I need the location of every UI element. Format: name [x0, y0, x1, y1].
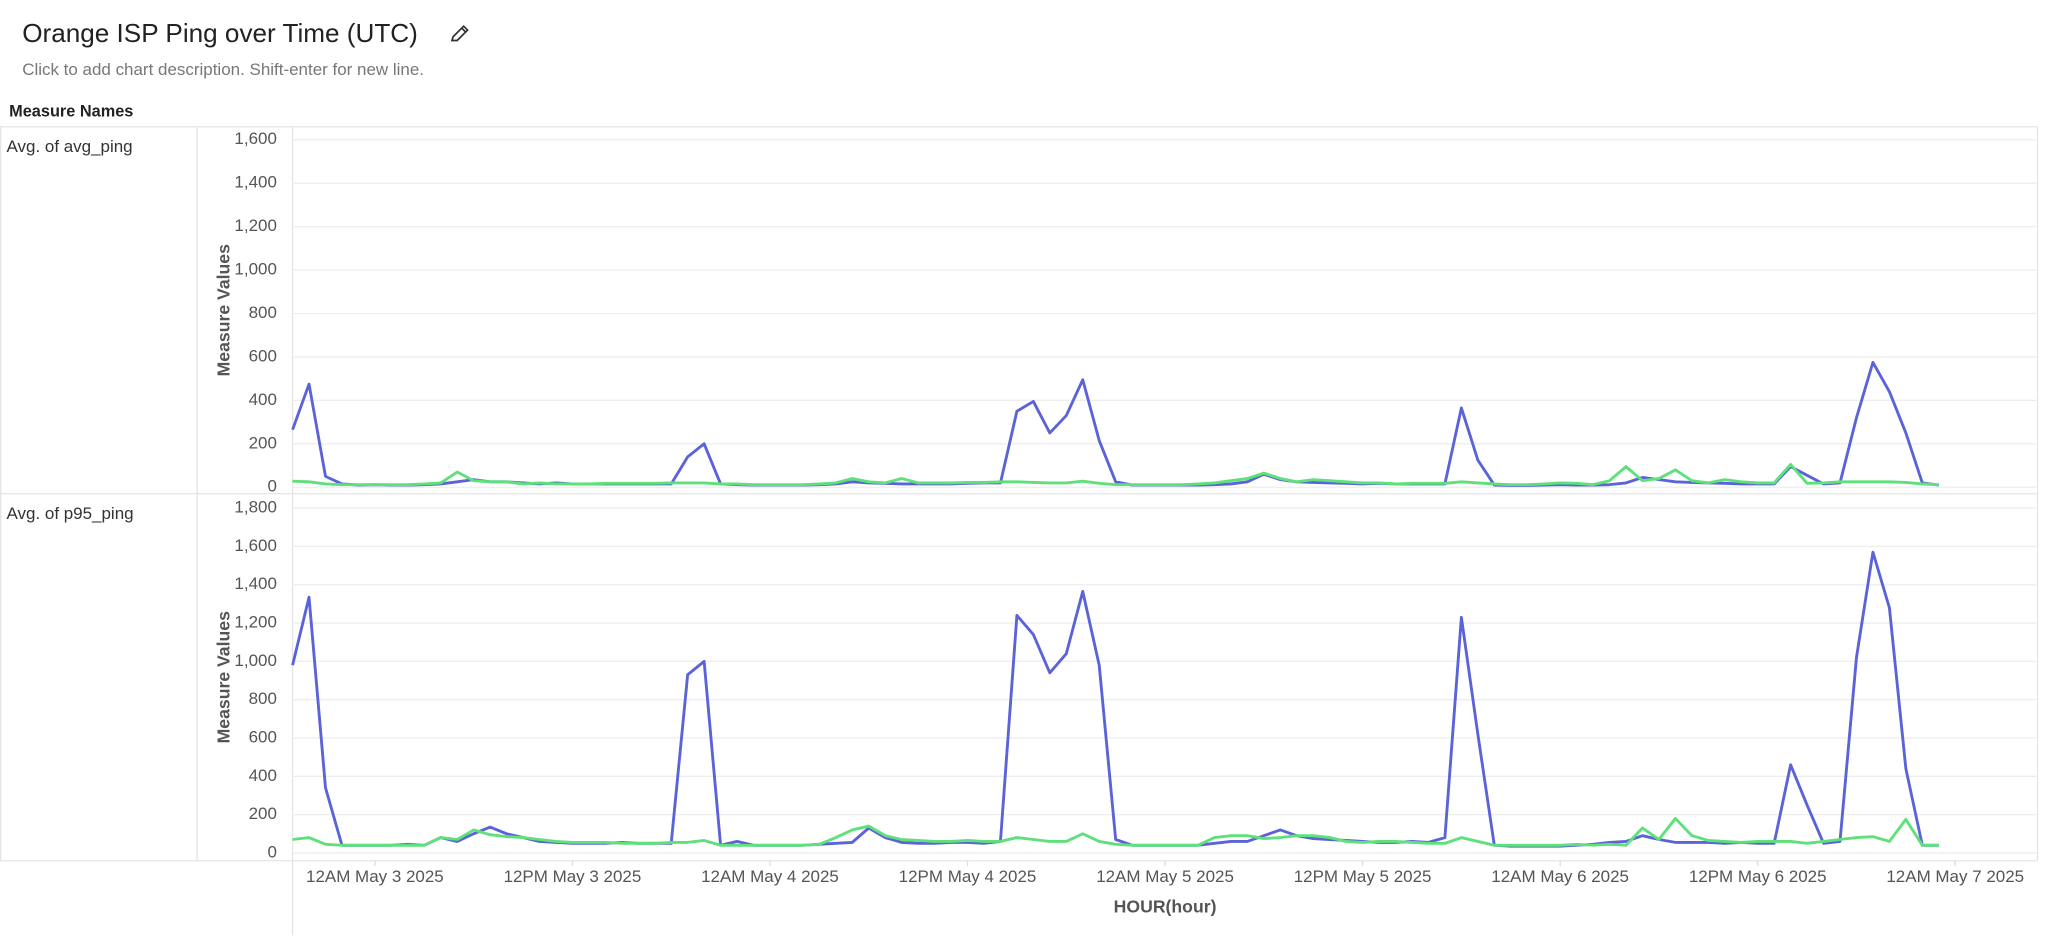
y-tick-label: 200: [249, 433, 277, 452]
x-tick-label: 12AM May 7 2025: [1886, 867, 2024, 886]
y-tick-label: 400: [249, 766, 277, 785]
y-tick-label: 600: [249, 346, 277, 365]
y-tick-label: 0: [267, 477, 276, 496]
y-tick-label: 1,400: [234, 574, 276, 593]
series-line: [292, 462, 1939, 487]
facet-header: Measure Names: [9, 103, 133, 121]
y-tick-label: 1,200: [234, 216, 276, 235]
x-tick-label: 12PM May 6 2025: [1689, 867, 1827, 886]
y-tick-label: 1,000: [234, 651, 276, 670]
x-tick-label: 12AM May 4 2025: [701, 867, 839, 886]
x-tick-label: 12PM May 5 2025: [1294, 867, 1432, 886]
x-tick-label: 12AM May 6 2025: [1491, 867, 1629, 886]
y-tick-label: 800: [249, 689, 277, 708]
x-axis-title: HOUR(hour): [1114, 896, 1217, 916]
y-tick-label: 1,200: [234, 613, 276, 632]
y-axis-title: Measure Values: [213, 611, 233, 743]
y-tick-label: 1,000: [234, 260, 276, 279]
row-label: Avg. of avg_ping: [7, 137, 133, 156]
chart-title: Orange ISP Ping over Time (UTC): [22, 18, 418, 48]
chart-description[interactable]: Click to add chart description. Shift-en…: [22, 60, 424, 79]
series-line: [291, 360, 1939, 487]
y-tick-label: 1,800: [234, 498, 276, 517]
y-tick-label: 1,600: [234, 129, 276, 148]
edit-icon[interactable]: [450, 24, 469, 42]
x-tick-label: 12AM May 3 2025: [306, 867, 444, 886]
y-tick-label: 800: [249, 303, 277, 322]
y-tick-label: 1,600: [234, 536, 276, 555]
row-label: Avg. of p95_ping: [7, 504, 134, 523]
y-tick-label: 1,400: [234, 173, 276, 192]
y-tick-label: 0: [267, 842, 276, 861]
x-tick-label: 12AM May 5 2025: [1096, 867, 1234, 886]
series-line: [292, 817, 1939, 847]
y-tick-label: 600: [249, 727, 277, 746]
y-tick-label: 200: [249, 804, 277, 823]
x-tick-label: 12PM May 4 2025: [899, 867, 1037, 886]
y-tick-label: 400: [249, 390, 277, 409]
x-tick-label: 12PM May 3 2025: [504, 867, 642, 886]
y-axis-title: Measure Values: [213, 244, 233, 376]
pencil: [450, 24, 469, 42]
